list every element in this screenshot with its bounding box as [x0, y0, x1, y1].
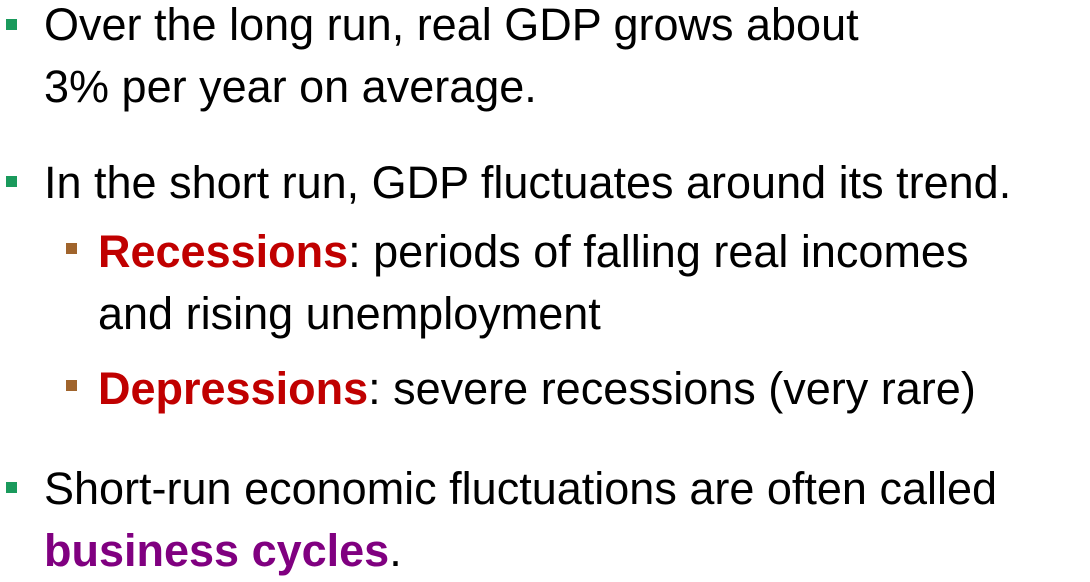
- sub-bullet-square-icon: [66, 380, 77, 391]
- bullet-square-icon: [6, 176, 17, 187]
- bullet-short-run-line1: In the short run, GDP fluctuates around …: [44, 157, 1012, 208]
- bullet-square-icon: [6, 19, 17, 30]
- recessions-line1: Recessions: periods of falling real inco…: [98, 221, 1090, 283]
- recessions-term: Recessions: [98, 226, 349, 277]
- business-cycles-line2: business cycles.: [44, 520, 1090, 582]
- depressions-line1: Depressions: severe recessions (very rar…: [98, 358, 1090, 420]
- bullet-short-run: In the short run, GDP fluctuates around …: [44, 152, 1090, 214]
- depressions-definition: : severe recessions (very rare): [368, 363, 976, 414]
- bullet-long-run: Over the long run, real GDP grows about …: [44, 0, 1090, 118]
- depressions-term: Depressions: [98, 363, 369, 414]
- recessions-definition: : periods of falling real incomes: [348, 226, 969, 277]
- bullet-long-run-line2: 3% per year on average.: [44, 61, 537, 112]
- business-cycles-term: business cycles: [44, 525, 390, 576]
- bullet-long-run-line1: Over the long run, real GDP grows about: [44, 0, 859, 50]
- bullet-business-cycles: Short-run economic fluctuations are ofte…: [44, 458, 1090, 582]
- recessions-line2: and rising unemployment: [98, 288, 601, 339]
- business-cycles-line1: Short-run economic fluctuations are ofte…: [44, 463, 998, 514]
- sub-bullet-recessions: Recessions: periods of falling real inco…: [98, 221, 1090, 345]
- sub-bullet-depressions: Depressions: severe recessions (very rar…: [98, 358, 1090, 420]
- business-cycles-period: .: [389, 525, 402, 576]
- bullet-square-icon: [6, 482, 17, 493]
- sub-bullet-square-icon: [66, 243, 77, 254]
